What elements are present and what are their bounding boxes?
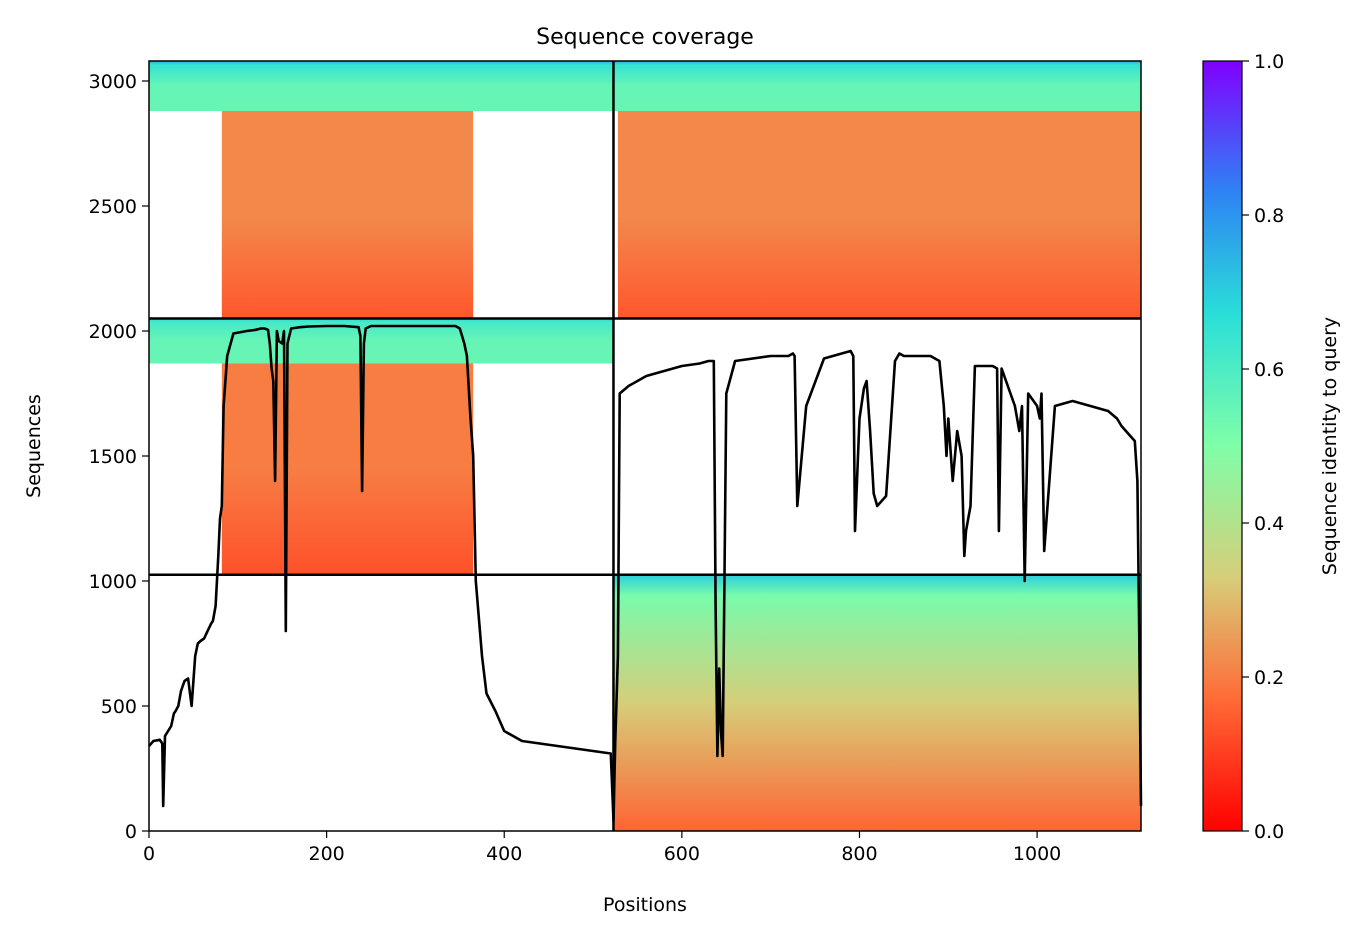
chain-boundaries [149,61,1141,831]
colorbar-tick-label: 0.6 [1254,359,1284,381]
colorbar-tick-label: 1.0 [1254,51,1284,73]
colorbar-gradient [1202,60,1243,832]
y-tick-label: 3000 [89,71,137,93]
plot-area [148,60,1143,832]
x-tick-label: 600 [664,843,700,865]
colorbar-tick-label: 0.4 [1254,513,1284,535]
y-axis: 0 500 1000 1500 2000 2500 3000 [89,71,149,843]
coverage-line [148,324,1143,823]
y-axis-label: Sequences [23,394,45,498]
colorbar-tick-label: 0.2 [1254,667,1284,689]
x-tick-label: 1000 [1013,843,1061,865]
chart-title: Sequence coverage [536,25,754,50]
coverage-line-layer [148,324,1143,823]
coverage-block [613,61,1141,111]
colorbar-label: Sequence identity to query [1319,317,1341,575]
coverage-blocks [149,61,1141,831]
colorbar-tick-label: 0.0 [1254,821,1284,843]
colorbar-ticks: 0.0 0.2 0.4 0.6 0.8 1.0 [1242,51,1284,843]
y-tick-label: 0 [125,821,137,843]
x-tick-label: 200 [308,843,344,865]
coverage-block [149,61,614,111]
plot-frame [148,60,1142,832]
x-tick-label: 800 [841,843,877,865]
coverage-block [617,111,1141,319]
x-tick-label: 0 [143,843,155,865]
y-tick-label: 500 [101,696,137,718]
y-tick-label: 2500 [89,196,137,218]
x-axis-label: Positions [603,894,687,916]
coverage-block [221,111,474,319]
y-tick-label: 2000 [89,321,137,343]
colorbar: 0.0 0.2 0.4 0.6 0.8 1.0 Sequence identity to … [1202,51,1341,843]
x-tick-label: 400 [486,843,522,865]
x-axis: 0 200 400 600 800 1000 [143,831,1061,865]
colorbar-tick-label: 0.8 [1254,205,1284,227]
y-tick-label: 1500 [89,446,137,468]
coverage-block [221,363,474,575]
coverage-block [613,574,1141,831]
y-tick-label: 1000 [89,571,137,593]
